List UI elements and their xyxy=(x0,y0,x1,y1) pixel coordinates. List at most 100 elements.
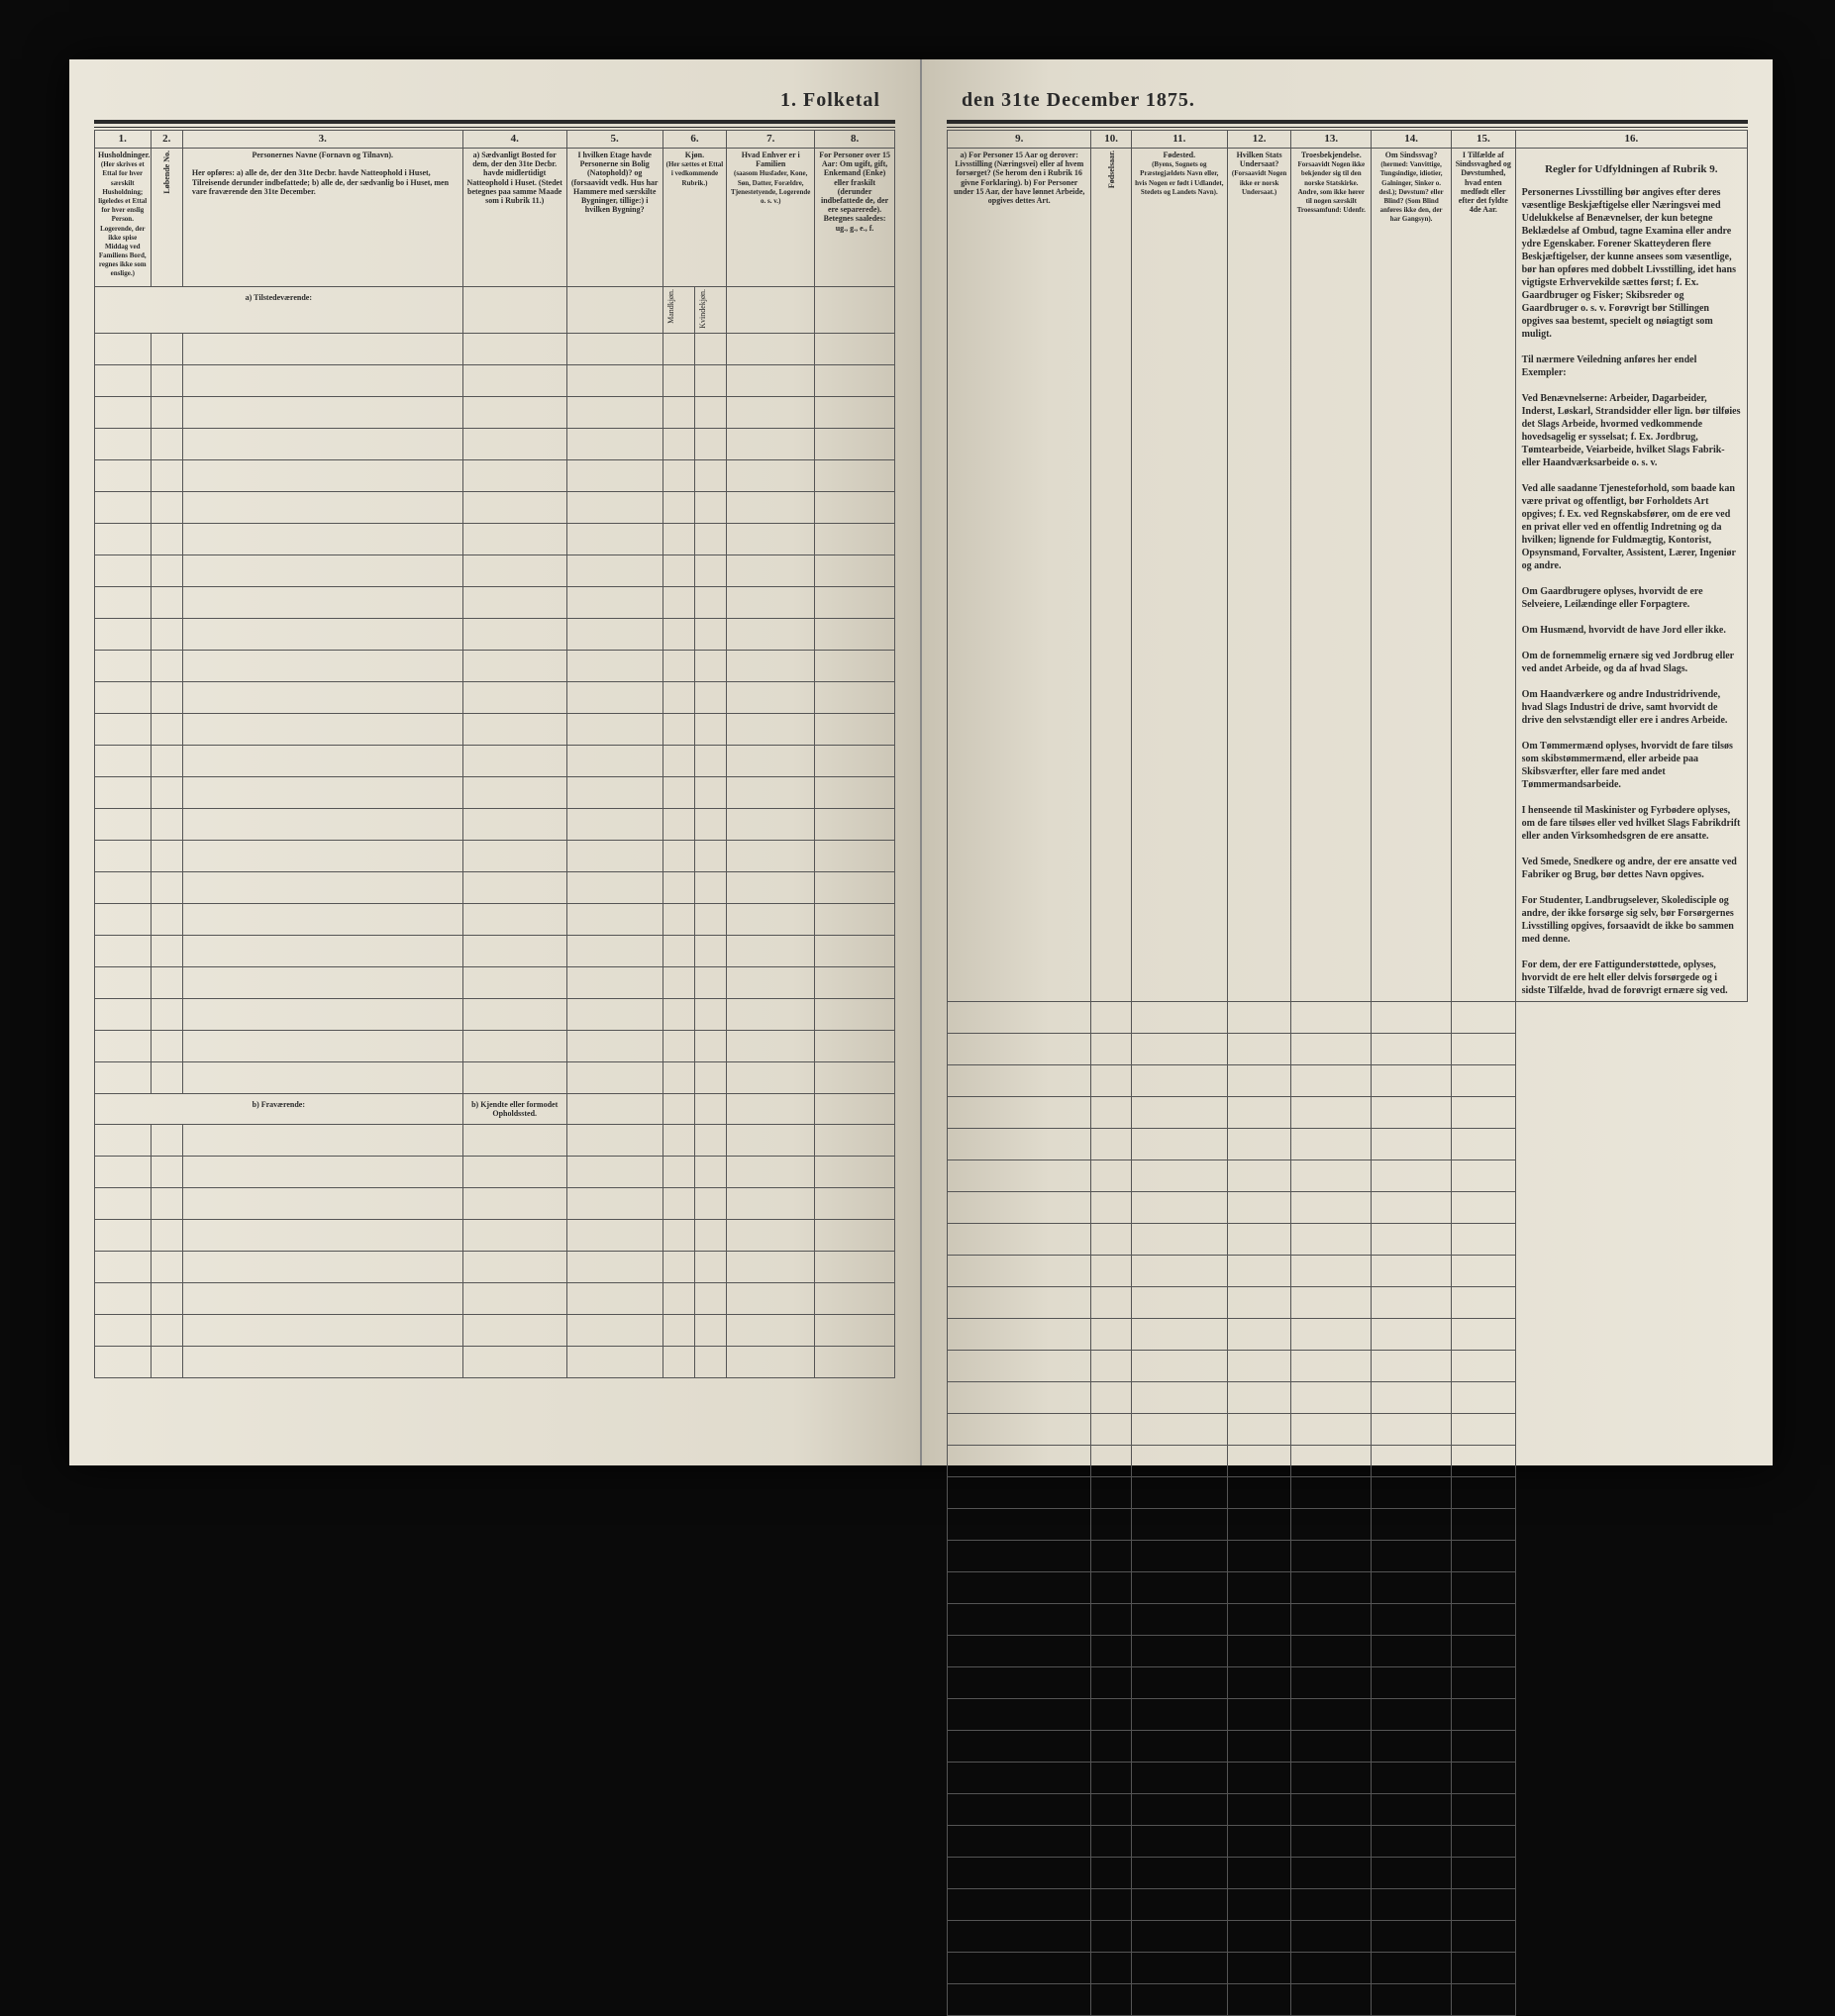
table-cell xyxy=(694,491,726,523)
table-cell xyxy=(95,776,152,808)
table-cell xyxy=(462,1347,566,1378)
table-cell xyxy=(1091,1541,1131,1572)
table-cell xyxy=(1291,1667,1372,1699)
table-cell xyxy=(182,935,462,966)
table-cell xyxy=(727,713,815,745)
table-cell xyxy=(566,1283,663,1315)
table-cell xyxy=(1372,1699,1452,1731)
table-row xyxy=(95,903,895,935)
right-page: den 31te December 1875. 9. 10. 11. 12. 1… xyxy=(922,59,1773,1465)
table-cell xyxy=(663,618,694,650)
table-cell xyxy=(727,1347,815,1378)
table-cell xyxy=(663,554,694,586)
table-cell xyxy=(1227,1604,1291,1636)
table-cell xyxy=(151,333,182,364)
table-cell xyxy=(1372,1921,1452,1953)
header-residence: a) Sædvanligt Bosted for dem, der den 31… xyxy=(462,149,566,287)
table-cell xyxy=(182,1157,462,1188)
table-cell xyxy=(727,935,815,966)
table-cell xyxy=(182,776,462,808)
table-row xyxy=(948,1129,1748,1160)
table-cell xyxy=(151,1252,182,1283)
table-cell xyxy=(462,1315,566,1347)
table-cell xyxy=(1131,1953,1227,1984)
table-cell xyxy=(462,554,566,586)
table-cell xyxy=(1452,1129,1516,1160)
table-row xyxy=(948,1984,1748,2016)
table-cell xyxy=(694,333,726,364)
table-cell xyxy=(663,1157,694,1188)
table-cell xyxy=(1091,1826,1131,1858)
table-row xyxy=(95,364,895,396)
table-cell xyxy=(694,966,726,998)
table-cell xyxy=(815,745,895,776)
table-cell xyxy=(182,1125,462,1157)
table-cell xyxy=(95,681,152,713)
instructions-body: Personernes Livsstilling bør angives eft… xyxy=(1522,186,1741,997)
table-cell xyxy=(815,1283,895,1315)
table-cell xyxy=(462,364,566,396)
table-cell xyxy=(1227,1826,1291,1858)
table-cell xyxy=(95,1220,152,1252)
table-cell xyxy=(1227,1699,1291,1731)
table-cell xyxy=(95,808,152,840)
table-cell xyxy=(815,618,895,650)
table-cell xyxy=(948,1636,1091,1667)
table-cell xyxy=(151,1125,182,1157)
table-cell xyxy=(1131,1256,1227,1287)
table-cell xyxy=(1372,1604,1452,1636)
table-cell xyxy=(1227,1794,1291,1826)
table-cell xyxy=(182,1220,462,1252)
table-cell xyxy=(1452,1953,1516,1984)
header-households: Husholdninger. (Her skrives et Ettal for… xyxy=(95,149,152,287)
table-cell xyxy=(1091,1034,1131,1065)
page-title-right: den 31te December 1875. xyxy=(947,89,1748,112)
table-cell xyxy=(151,459,182,491)
table-cell xyxy=(727,808,815,840)
table-cell xyxy=(1291,1446,1372,1477)
table-cell xyxy=(1452,1572,1516,1604)
table-cell xyxy=(694,745,726,776)
header-marital: For Personer over 15 Aar: Om ugift, gift… xyxy=(815,149,895,287)
table-cell xyxy=(694,998,726,1030)
table-cell xyxy=(566,713,663,745)
table-cell xyxy=(1291,1160,1372,1192)
table-cell xyxy=(694,808,726,840)
table-row xyxy=(948,1287,1748,1319)
table-cell xyxy=(694,396,726,428)
table-cell xyxy=(727,840,815,871)
table-cell xyxy=(566,998,663,1030)
table-row xyxy=(948,1446,1748,1477)
section-absent: b) Fraværende: xyxy=(95,1093,463,1124)
table-cell xyxy=(1291,1256,1372,1287)
table-cell xyxy=(727,1125,815,1157)
table-cell xyxy=(1372,1667,1452,1699)
table-cell xyxy=(815,871,895,903)
table-cell xyxy=(694,1061,726,1093)
table-cell xyxy=(566,745,663,776)
table-cell xyxy=(1131,1794,1227,1826)
table-cell xyxy=(182,459,462,491)
table-cell xyxy=(1131,1604,1227,1636)
table-cell xyxy=(462,1220,566,1252)
table-cell xyxy=(815,935,895,966)
table-cell xyxy=(151,554,182,586)
table-cell xyxy=(948,1731,1091,1763)
table-cell xyxy=(182,966,462,998)
table-cell xyxy=(815,1315,895,1347)
table-row xyxy=(948,1065,1748,1097)
table-cell xyxy=(948,1858,1091,1889)
table-row xyxy=(948,1699,1748,1731)
table-cell xyxy=(1452,1889,1516,1921)
table-row xyxy=(948,1002,1748,1034)
table-cell xyxy=(815,1252,895,1283)
header-row: Husholdninger. (Her skrives et Ettal for… xyxy=(95,149,895,287)
table-cell xyxy=(1372,1097,1452,1129)
table-cell xyxy=(1131,1889,1227,1921)
table-cell xyxy=(1227,1382,1291,1414)
table-cell xyxy=(1291,1002,1372,1034)
table-cell xyxy=(1091,1889,1131,1921)
table-cell xyxy=(948,1541,1091,1572)
table-cell xyxy=(1372,1731,1452,1763)
table-cell xyxy=(1291,1826,1372,1858)
